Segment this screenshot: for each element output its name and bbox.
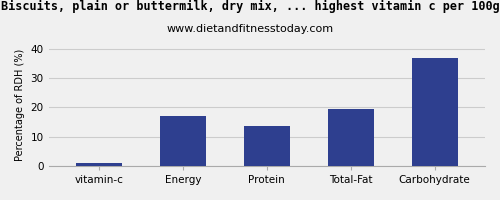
Text: Biscuits, plain or buttermilk, dry mix, ... highest vitamin c per 100g: Biscuits, plain or buttermilk, dry mix, … xyxy=(0,0,500,13)
Bar xyxy=(244,126,290,166)
Bar xyxy=(160,116,206,166)
Bar xyxy=(76,163,122,166)
Bar xyxy=(412,58,458,166)
Text: www.dietandfitnesstoday.com: www.dietandfitnesstoday.com xyxy=(166,24,334,34)
Bar xyxy=(328,109,374,166)
Y-axis label: Percentage of RDH (%): Percentage of RDH (%) xyxy=(15,48,25,161)
